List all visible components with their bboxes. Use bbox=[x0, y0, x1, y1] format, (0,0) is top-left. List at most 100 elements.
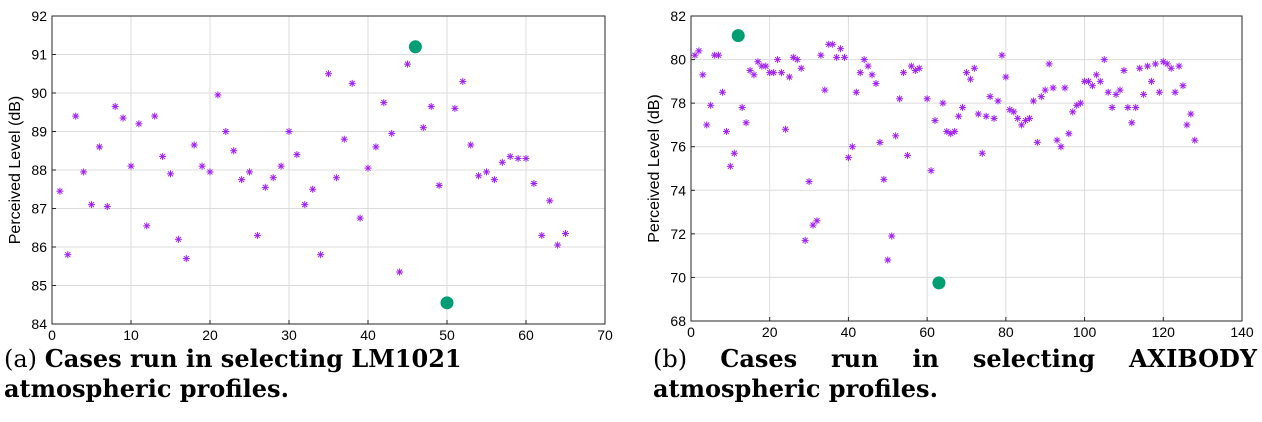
data-point-asterisk bbox=[435, 181, 443, 189]
asterisk-stroke bbox=[475, 172, 482, 179]
x-tick-label: 140 bbox=[1230, 324, 1254, 340]
data-point-asterisk bbox=[1029, 97, 1037, 105]
data-point-asterisk bbox=[797, 64, 805, 72]
asterisk-stroke bbox=[837, 45, 844, 52]
y-tick-label: 70 bbox=[670, 269, 686, 285]
data-point-asterisk bbox=[190, 141, 198, 149]
y-tick-label: 72 bbox=[670, 226, 686, 242]
asterisk-stroke bbox=[159, 153, 166, 160]
data-point-asterisk bbox=[876, 138, 884, 146]
data-point-asterisk bbox=[1187, 110, 1195, 118]
asterisk-stroke bbox=[849, 143, 856, 150]
asterisk-stroke bbox=[786, 74, 793, 80]
data-point-asterisk bbox=[726, 162, 734, 170]
data-point-asterisk bbox=[1104, 88, 1112, 96]
data-point-asterisk bbox=[1171, 88, 1179, 96]
data-point-asterisk bbox=[1120, 66, 1128, 74]
asterisk-stroke bbox=[959, 104, 966, 111]
asterisk-stroke bbox=[861, 56, 868, 63]
data-point-asterisk bbox=[699, 71, 707, 79]
asterisk-stroke bbox=[1140, 91, 1147, 98]
asterisk-stroke bbox=[1187, 111, 1194, 117]
data-point-asterisk bbox=[95, 143, 103, 151]
data-point-asterisk bbox=[864, 62, 872, 70]
data-point-asterisk bbox=[1140, 90, 1148, 98]
data-point-asterisk bbox=[931, 117, 939, 125]
x-tick-label: 10 bbox=[123, 327, 139, 340]
data-point-asterisk bbox=[903, 151, 911, 159]
data-point-asterisk bbox=[848, 143, 856, 151]
asterisk-stroke bbox=[325, 70, 332, 77]
asterisk-stroke bbox=[778, 69, 785, 76]
data-point-asterisk bbox=[475, 172, 483, 180]
asterisk-stroke bbox=[707, 102, 714, 109]
data-point-asterisk bbox=[742, 119, 750, 127]
asterisk-stroke bbox=[782, 126, 789, 133]
asterisk-stroke bbox=[1089, 82, 1096, 89]
asterisk-stroke bbox=[932, 117, 938, 124]
data-point-asterisk bbox=[892, 132, 900, 140]
data-point-asterisk bbox=[718, 88, 726, 96]
asterisk-stroke bbox=[1117, 87, 1123, 93]
asterisk-stroke bbox=[963, 69, 970, 76]
asterisk-stroke bbox=[57, 188, 63, 195]
data-point-asterisk bbox=[546, 197, 554, 205]
asterisk-stroke bbox=[136, 120, 142, 127]
data-point-asterisk bbox=[1100, 56, 1108, 64]
data-point-asterisk bbox=[703, 121, 711, 129]
asterisk-stroke bbox=[790, 54, 797, 61]
data-point-asterisk bbox=[722, 127, 730, 135]
data-point-asterisk bbox=[994, 97, 1002, 105]
asterisk-stroke bbox=[507, 153, 514, 160]
data-point-asterisk bbox=[167, 170, 174, 178]
data-point-asterisk bbox=[317, 251, 325, 259]
asterisk-stroke bbox=[404, 61, 411, 67]
asterisk-stroke bbox=[833, 54, 840, 61]
asterisk-stroke bbox=[199, 163, 205, 170]
data-point-asterisk bbox=[1147, 77, 1155, 85]
y-tick-label: 90 bbox=[31, 85, 47, 101]
data-point-asterisk bbox=[1155, 88, 1163, 96]
asterisk-stroke bbox=[1136, 65, 1143, 72]
asterisk-stroke bbox=[270, 174, 277, 181]
data-point-asterisk bbox=[427, 102, 435, 110]
asterisk-stroke bbox=[1191, 137, 1198, 144]
asterisk-stroke bbox=[762, 63, 769, 69]
data-point-asterisk bbox=[72, 112, 80, 120]
asterisk-stroke bbox=[904, 152, 911, 159]
x-tick-label: 50 bbox=[439, 327, 455, 340]
x-tick-label: 20 bbox=[202, 327, 218, 340]
asterisk-stroke bbox=[428, 103, 435, 110]
data-point-asterisk bbox=[785, 73, 793, 81]
x-tick-label: 60 bbox=[919, 324, 935, 340]
data-point-asterisk bbox=[64, 251, 72, 259]
y-tick-label: 82 bbox=[670, 8, 686, 24]
data-point-asterisk bbox=[404, 60, 411, 68]
asterisk-stroke bbox=[798, 65, 805, 72]
caption-a-text: Cases run in selecting LM1021 atmospheri… bbox=[4, 344, 462, 403]
asterisk-stroke bbox=[183, 255, 190, 262]
data-point-asterisk bbox=[923, 95, 931, 103]
asterisk-stroke bbox=[562, 230, 569, 237]
data-point-asterisk bbox=[750, 71, 758, 79]
asterisk-stroke bbox=[802, 237, 808, 244]
asterisk-stroke bbox=[191, 142, 198, 148]
data-point-asterisk bbox=[277, 162, 285, 170]
asterisk-stroke bbox=[104, 203, 111, 210]
data-point-asterisk bbox=[1065, 130, 1073, 138]
asterisk-stroke bbox=[1062, 85, 1068, 91]
data-point-asterisk bbox=[522, 154, 530, 162]
asterisk-stroke bbox=[1069, 109, 1076, 115]
asterisk-stroke bbox=[975, 111, 982, 117]
y-axis-label: Perceived Level (dB) bbox=[646, 94, 663, 243]
data-point-asterisk bbox=[498, 158, 506, 166]
asterisk-stroke bbox=[1125, 104, 1131, 111]
y-tick-label: 86 bbox=[31, 239, 47, 255]
asterisk-stroke bbox=[254, 232, 261, 239]
data-point-asterisk bbox=[959, 104, 967, 111]
data-point-asterisk bbox=[514, 154, 522, 162]
asterisk-stroke bbox=[699, 71, 706, 78]
asterisk-stroke bbox=[246, 169, 253, 175]
asterisk-stroke bbox=[143, 222, 150, 229]
asterisk-stroke bbox=[373, 144, 379, 150]
